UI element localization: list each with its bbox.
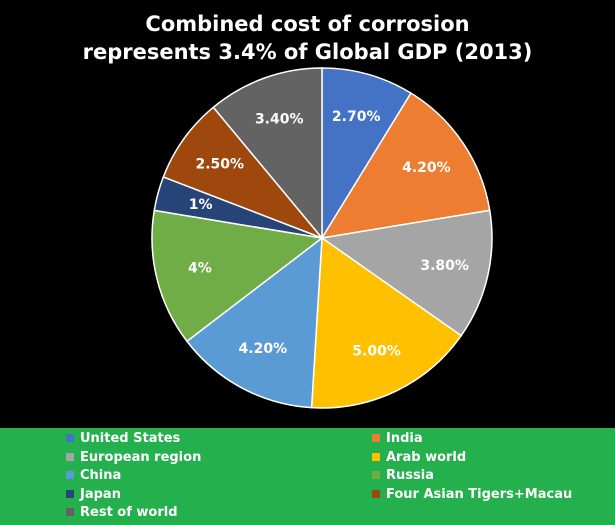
legend-swatch	[66, 471, 74, 479]
legend-item-japan: Japan	[66, 486, 121, 504]
legend-swatch	[372, 489, 380, 498]
data-label-russia: 4%	[188, 260, 212, 276]
legend-item-india: India	[372, 430, 423, 448]
pie-slice-china	[185, 236, 323, 409]
legend-label: Japan	[80, 486, 121, 502]
chart-title-line-1: Combined cost of corrosion	[145, 12, 470, 36]
legend-label: China	[80, 468, 122, 483]
legend-swatch	[372, 452, 380, 461]
data-label-india: 4.20%	[402, 160, 451, 176]
pie-slice-arab-world	[310, 236, 463, 409]
legend-label: Arab world	[386, 449, 467, 465]
pie-slice-european-region	[320, 209, 493, 337]
legend-label: United States	[80, 431, 181, 446]
data-label-japan: 1%	[189, 197, 213, 213]
legend-swatch	[66, 508, 74, 516]
legend-label: Rest of world	[80, 505, 178, 520]
legend-item-united-states: United States	[66, 430, 180, 448]
legend-label: European region	[80, 449, 202, 465]
legend-label: Four Asian Tigers+Macau	[386, 486, 573, 502]
pie-slice-rest-of-world	[212, 67, 323, 241]
legend-swatch	[66, 434, 74, 442]
legend-item-european-region: European region	[66, 449, 201, 467]
data-label-four-asian-tigers-macau: 2.50%	[195, 157, 244, 173]
data-label-china: 4.20%	[239, 341, 288, 357]
legend-item-rest-of-world: Rest of world	[66, 504, 178, 522]
legend-swatch	[66, 489, 74, 498]
legend-swatch	[372, 434, 380, 442]
pie-slice-united-states	[321, 67, 413, 241]
legend-item-china: China	[66, 467, 121, 485]
legend-item-four-asian-tigers-macau: Four Asian Tigers+Macau	[372, 486, 572, 504]
legend-item-russia: Russia	[372, 467, 434, 485]
data-label-united-states: 2.70%	[332, 109, 381, 125]
legend-item-arab-world: Arab world	[372, 449, 466, 467]
data-label-european-region: 3.80%	[420, 258, 469, 274]
chart-title: Combined cost of corrosion represents 3.…	[0, 10, 615, 66]
chart-title-line-2: represents 3.4% of Global GDP (2013)	[82, 40, 533, 64]
legend: United States India European region Arab wo…	[0, 428, 615, 525]
legend-swatch	[372, 471, 380, 479]
data-label-arab-world: 5.00%	[352, 343, 401, 359]
pie-chart: 2.70% 4.20% 3.80% 5.00% 4.20% 4% 1% 2.50% 3.40%	[151, 67, 493, 409]
legend-label: Russia	[386, 468, 434, 483]
legend-label: India	[386, 431, 423, 446]
data-label-rest-of-world: 3.40%	[255, 112, 304, 128]
pie-slice-russia	[151, 209, 324, 343]
pie-slice-india	[320, 92, 491, 240]
legend-swatch	[66, 452, 74, 461]
